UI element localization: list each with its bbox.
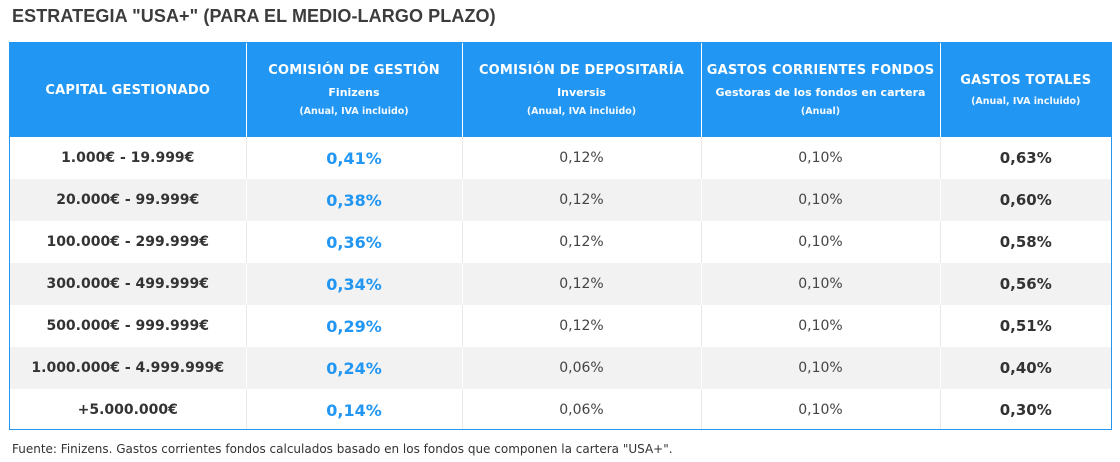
cell-corrientes: 0,10% [701,347,941,389]
table-row: 100.000€ - 299.999€ 0,36% 0,12% 0,10% 0,… [10,221,1111,263]
header-gestion-note: (Anual, IVA incluido) [299,106,409,117]
header-total-note: (Anual, IVA incluido) [971,96,1081,107]
cell-corrientes: 0,10% [701,221,941,263]
cell-total: 0,30% [940,389,1111,429]
table-header-row: CAPITAL GESTIONADO COMISIÓN DE GESTIÓN F… [10,43,1111,137]
table-row: 20.000€ - 99.999€ 0,38% 0,12% 0,10% 0,60… [10,179,1111,221]
table-row: 1.000.000€ - 4.999.999€ 0,24% 0,06% 0,10… [10,347,1111,389]
cell-gestion: 0,36% [246,221,463,263]
cell-gestion: 0,41% [246,137,463,179]
header-depositaria-sub: Inversis [557,86,606,99]
cell-corrientes: 0,10% [701,137,941,179]
cell-capital: 1.000€ - 19.999€ [10,137,247,179]
header-corrientes-sub: Gestoras de los fondos en cartera [715,86,926,99]
header-capital: CAPITAL GESTIONADO [10,43,247,137]
cell-corrientes: 0,10% [701,179,941,221]
cell-total: 0,58% [940,221,1111,263]
table-row: +5.000.000€ 0,14% 0,06% 0,10% 0,30% [10,389,1111,429]
header-depositaria-title: COMISIÓN DE DEPOSITARÍA [478,63,685,78]
cell-depositaria: 0,12% [462,305,702,347]
cell-depositaria: 0,12% [462,137,702,179]
cell-total: 0,40% [940,347,1111,389]
cell-depositaria: 0,06% [462,389,702,429]
header-corrientes-title: GASTOS CORRIENTES FONDOS [706,63,935,78]
cell-capital: 1.000.000€ - 4.999.999€ [10,347,247,389]
header-corrientes: GASTOS CORRIENTES FONDOS Gestoras de los… [701,43,941,137]
cell-gestion: 0,14% [246,389,463,429]
fees-table-container: CAPITAL GESTIONADO COMISIÓN DE GESTIÓN F… [9,42,1112,430]
cell-capital: 100.000€ - 299.999€ [10,221,247,263]
cell-depositaria: 0,06% [462,347,702,389]
table-row: 500.000€ - 999.999€ 0,29% 0,12% 0,10% 0,… [10,305,1111,347]
cell-corrientes: 0,10% [701,305,941,347]
cell-gestion: 0,34% [246,263,463,305]
cell-depositaria: 0,12% [462,179,702,221]
cell-depositaria: 0,12% [462,221,702,263]
cell-capital: 20.000€ - 99.999€ [10,179,247,221]
table-row: 300.000€ - 499.999€ 0,34% 0,12% 0,10% 0,… [10,263,1111,305]
header-corrientes-note: (Anual) [800,106,841,117]
cell-corrientes: 0,10% [701,263,941,305]
header-gestion-sub: Finizens [328,86,380,99]
header-gestion-title: COMISIÓN DE GESTIÓN [268,63,440,78]
header-capital-title: CAPITAL GESTIONADO [45,82,211,98]
cell-gestion: 0,24% [246,347,463,389]
header-depositaria: COMISIÓN DE DEPOSITARÍA Inversis (Anual,… [462,43,702,137]
header-gestion: COMISIÓN DE GESTIÓN Finizens (Anual, IVA… [246,43,463,137]
header-depositaria-note: (Anual, IVA incluido) [526,106,637,117]
table-row: 1.000€ - 19.999€ 0,41% 0,12% 0,10% 0,63% [10,137,1111,179]
cell-depositaria: 0,12% [462,263,702,305]
cell-total: 0,51% [940,305,1111,347]
cell-gestion: 0,29% [246,305,463,347]
cell-gestion: 0,38% [246,179,463,221]
header-total: GASTOS TOTALES (Anual, IVA incluido) [940,43,1111,137]
fees-table: CAPITAL GESTIONADO COMISIÓN DE GESTIÓN F… [10,43,1111,429]
cell-total: 0,63% [940,137,1111,179]
header-total-title: GASTOS TOTALES [960,73,1092,88]
cell-total: 0,56% [940,263,1111,305]
cell-capital: +5.000.000€ [10,389,247,429]
page-title: ESTRATEGIA "USA+" (PARA EL MEDIO-LARGO P… [12,6,496,26]
cell-capital: 300.000€ - 499.999€ [10,263,247,305]
source-footnote: Fuente: Finizens. Gastos corrientes fond… [12,442,673,456]
cell-corrientes: 0,10% [701,389,941,429]
cell-capital: 500.000€ - 999.999€ [10,305,247,347]
cell-total: 0,60% [940,179,1111,221]
